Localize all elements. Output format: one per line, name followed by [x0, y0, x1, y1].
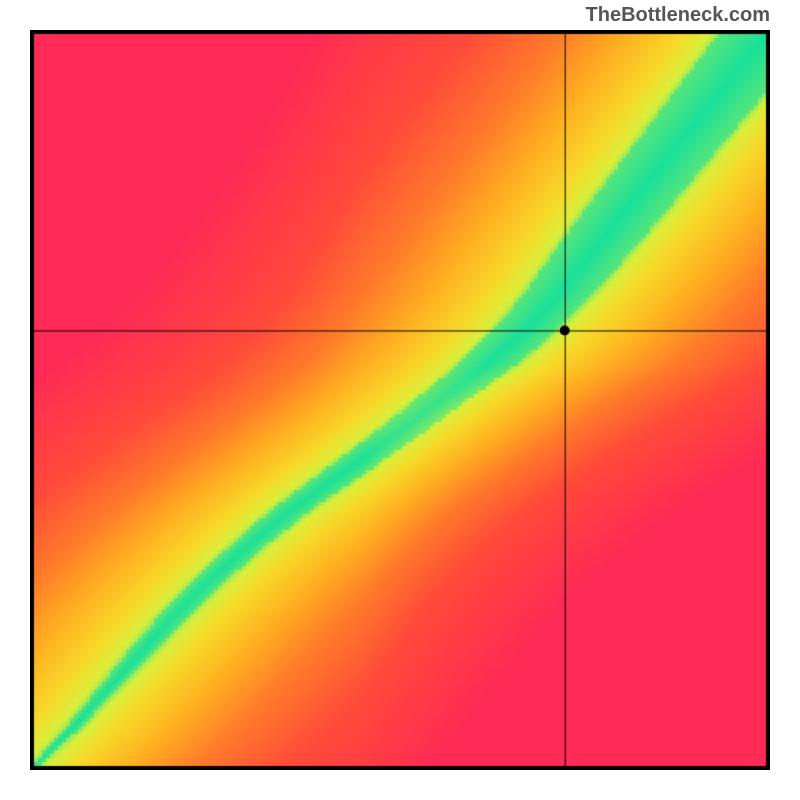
watermark-text: TheBottleneck.com: [586, 4, 770, 27]
chart-container: TheBottleneck.com: [0, 0, 800, 800]
heatmap-canvas: [30, 30, 770, 770]
bottleneck-heatmap: [30, 30, 770, 770]
